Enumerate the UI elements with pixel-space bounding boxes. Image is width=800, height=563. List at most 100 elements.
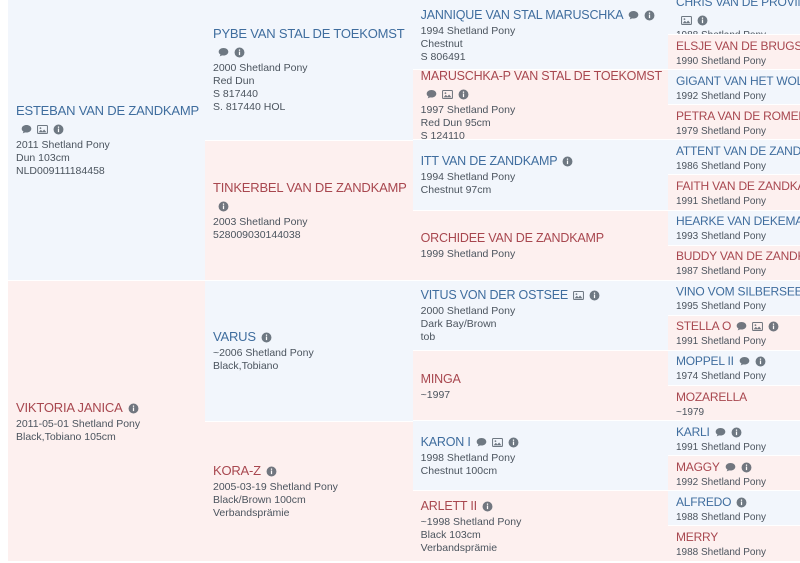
comment-icon[interactable]	[715, 427, 726, 438]
comment-icon[interactable]	[725, 462, 736, 473]
info-icon[interactable]	[128, 403, 139, 414]
photo-icon[interactable]	[37, 124, 48, 135]
photo-icon[interactable]	[681, 15, 692, 26]
pedigree-cell[interactable]: MAGGY 1992 Shetland Pony	[667, 456, 800, 492]
pedigree-cell[interactable]: VARUS ~2006 Shetland Pony Black,Tobiano	[204, 281, 413, 422]
animal-detail-line: 2011-05-01 Shetland Pony	[16, 417, 141, 430]
pedigree-cell[interactable]: CHRIS VAN DE PROVINCIALEWEG 1988 Shetland…	[667, 0, 800, 36]
pedigree-cell[interactable]: BUDDY VAN DE ZANDKAMP 1987 Shetland Pony	[667, 245, 800, 281]
animal-name[interactable]: TINKERBEL VAN DE ZANDKAMP	[212, 179, 407, 195]
comment-icon[interactable]	[476, 437, 487, 448]
animal-detail-line: 1994 Shetland Pony	[420, 171, 516, 184]
animal-name[interactable]: KARLI	[675, 424, 710, 439]
pedigree-cell[interactable]: ARLETT II ~1998 Shetland Pony Black 103cm V…	[412, 491, 668, 562]
pedigree-cell[interactable]: VINO VOM SILBERSEE(2)1995 Shetland Pony	[667, 280, 800, 316]
animal-name[interactable]: JANNIQUE VAN STAL MARUSCHKA	[420, 7, 624, 22]
comment-icon[interactable]	[218, 47, 229, 58]
comment-icon[interactable]	[628, 10, 639, 21]
animal-name[interactable]: ESTEBAN VAN DE ZANDKAMP	[16, 103, 199, 118]
info-icon[interactable]	[589, 290, 600, 301]
animal-name[interactable]: HEARKE VAN DEKEMA	[675, 214, 800, 229]
pedigree-cell[interactable]: ORCHIDEE VAN DE ZANDKAMP 1999 Shetland Po…	[412, 210, 668, 281]
photo-icon[interactable]	[491, 437, 503, 448]
animal-name[interactable]: MARUSCHKA-P VAN STAL DE TOEKOMST	[420, 70, 663, 83]
photo-icon[interactable]	[573, 290, 585, 301]
info-icon[interactable]	[644, 10, 655, 21]
info-icon[interactable]	[482, 501, 493, 512]
pedigree-cell[interactable]: PYBE VAN STAL DE TOEKOMST 2000 Shetland P…	[204, 0, 413, 141]
comment-icon[interactable]	[426, 89, 437, 100]
animal-name[interactable]: VARUS	[212, 329, 256, 345]
animal-name[interactable]: ATTENT VAN DE ZANDKAMP	[675, 143, 800, 158]
info-icon[interactable]	[731, 427, 742, 438]
pedigree-cell[interactable]: FAITH VAN DE ZANDKAMP 1991 Shetland Pony	[667, 175, 800, 211]
pedigree-cell[interactable]: MINGA ~1997	[412, 350, 668, 422]
animal-name[interactable]: VINO VOM SILBERSEE	[675, 284, 800, 299]
comment-icon[interactable]	[21, 124, 32, 135]
animal-name[interactable]: FAITH VAN DE ZANDKAMP	[675, 179, 800, 194]
pedigree-cell[interactable]: KARLI 1991 Shetland Pony	[667, 421, 800, 457]
pedigree-cell[interactable]: HEARKE VAN DEKEMA 1993 Shetland Pony	[667, 210, 800, 246]
pedigree-cell[interactable]: MOPPEL II 1974 Shetland Pony	[667, 350, 800, 387]
pedigree-cell[interactable]: VITUS VON DER OSTSEE 2000 Shetland Pony Da…	[412, 280, 668, 351]
animal-name[interactable]: MERRY	[675, 529, 719, 544]
animal-name[interactable]: ITT VAN DE ZANDKAMP	[420, 154, 558, 169]
info-icon[interactable]	[266, 466, 277, 477]
animal-name[interactable]: ELSJE VAN DE BRUGSTEEG	[675, 38, 800, 53]
pedigree-cell[interactable]: KARON I 1998 Shetland Pony Chestnut 100cm	[412, 421, 668, 492]
comment-icon[interactable]	[739, 356, 750, 367]
animal-detail-line: ~1979	[675, 406, 705, 418]
animal-name[interactable]: VITUS VON DER OSTSEE	[420, 288, 569, 303]
animal-name[interactable]: STELLA O	[675, 319, 732, 334]
pedigree-cell[interactable]: TINKERBEL VAN DE ZANDKAMP 2003 Shetland P…	[204, 140, 413, 281]
animal-detail-line: 1995 Shetland Pony	[675, 301, 767, 313]
animal-name[interactable]: ARLETT II	[420, 498, 478, 513]
pedigree-cell[interactable]: KORA-Z 2005-03-19 Shetland Pony Black/Brow…	[204, 421, 413, 562]
info-icon[interactable]	[697, 15, 708, 26]
animal-name[interactable]: KORA-Z	[212, 463, 261, 479]
info-icon[interactable]	[261, 332, 272, 343]
animal-name[interactable]: VIKTORIA JANICA	[16, 399, 123, 415]
pedigree-cell[interactable]: MARUSCHKA-P VAN STAL DE TOEKOMST 1997 She…	[412, 70, 668, 141]
pedigree-cell[interactable]: ALFREDO 1988 Shetland Pony	[667, 491, 800, 527]
animal-name[interactable]: ALFREDO	[675, 494, 732, 509]
pedigree-cell[interactable]: ESTEBAN VAN DE ZANDKAMP 2011 Shetland Pon…	[8, 0, 205, 281]
animal-name[interactable]: MAGGY	[675, 459, 720, 474]
info-icon[interactable]	[562, 156, 573, 167]
animal-detail-line: Black,Tobiano	[212, 360, 279, 373]
info-icon[interactable]	[458, 89, 469, 100]
pedigree-cell[interactable]: STELLA O 1991 Shetland Pony	[667, 315, 800, 351]
info-icon[interactable]	[508, 437, 519, 448]
animal-name[interactable]: BUDDY VAN DE ZANDKAMP	[675, 249, 800, 264]
animal-name[interactable]: GIGANT VAN HET WOLFSKAMP	[675, 73, 800, 88]
pedigree-cell[interactable]: JANNIQUE VAN STAL MARUSCHKA 1994 Shetland…	[412, 0, 668, 71]
pedigree-cell[interactable]: MERRY 1988 Shetland Pony	[667, 526, 800, 562]
animal-name[interactable]: MOPPEL II	[675, 354, 734, 369]
animal-details: 1998 Shetland Pony Chestnut 100cm	[421, 452, 662, 478]
photo-icon[interactable]	[752, 321, 764, 332]
icon-group	[734, 352, 766, 369]
animal-name[interactable]: PYBE VAN STAL DE TOEKOMST	[212, 26, 405, 42]
animal-name[interactable]: MINGA	[420, 371, 461, 386]
info-icon[interactable]	[234, 47, 245, 58]
photo-icon[interactable]	[441, 89, 453, 100]
pedigree-cell[interactable]: VIKTORIA JANICA 2011-05-01 Shetland Pony B…	[8, 281, 205, 562]
animal-name[interactable]: MOZARELLA	[675, 389, 747, 404]
info-icon[interactable]	[755, 356, 766, 367]
pedigree-cell[interactable]: GIGANT VAN HET WOLFSKAMP 1992 Shetland Po…	[667, 70, 800, 106]
animal-name[interactable]: ORCHIDEE VAN DE ZANDKAMP	[420, 231, 604, 246]
pedigree-cell[interactable]: ITT VAN DE ZANDKAMP 1994 Shetland Pony Che…	[412, 140, 668, 211]
info-icon[interactable]	[741, 462, 752, 473]
info-icon[interactable]	[218, 201, 229, 212]
info-icon[interactable]	[736, 497, 747, 508]
pedigree-cell[interactable]: PETRA VAN DE ROMER 1979 Shetland Pony	[667, 105, 800, 141]
animal-name[interactable]: CHRIS VAN DE PROVINCIALEWEG	[675, 0, 800, 9]
animal-name[interactable]: PETRA VAN DE ROMER	[675, 108, 800, 123]
pedigree-cell[interactable]: ELSJE VAN DE BRUGSTEEG 1990 Shetland Pony	[667, 35, 800, 71]
info-icon[interactable]	[768, 321, 779, 332]
pedigree-cell[interactable]: ATTENT VAN DE ZANDKAMP 1986 Shetland Pony	[667, 140, 800, 176]
animal-name[interactable]: KARON I	[420, 435, 471, 450]
comment-icon[interactable]	[736, 321, 747, 332]
pedigree-cell[interactable]: MOZARELLA ~1979	[667, 386, 800, 422]
info-icon[interactable]	[53, 124, 64, 135]
